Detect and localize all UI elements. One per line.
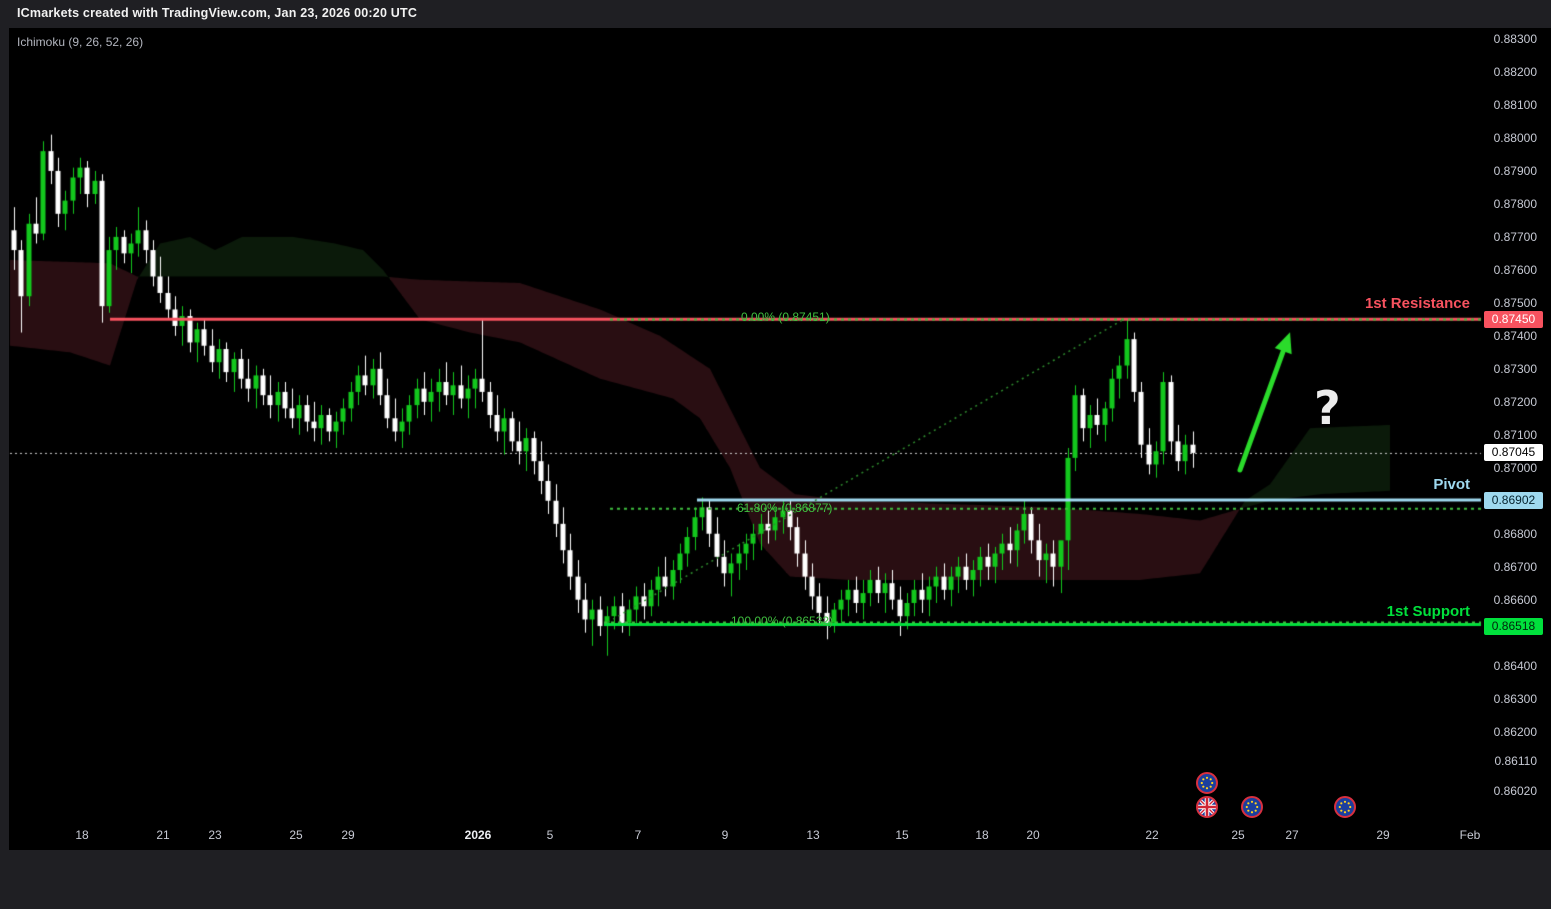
ichimoku-indicator-label: Ichimoku (9, 26, 52, 26): [17, 35, 144, 49]
price-axis-label: 0.87000: [1493, 460, 1537, 475]
fib-100-percent-label: 100.00% (0.86532): [731, 614, 834, 628]
pivot-level-label: Pivot: [1433, 476, 1470, 493]
time-axis-label: 20: [1026, 828, 1040, 842]
fib-61-8-percent-label: 61.80% (0.86877): [737, 501, 833, 515]
price-axis-label: 0.87600: [1493, 262, 1537, 277]
price-axis-label: 0.86020: [1493, 783, 1537, 798]
time-axis-label: 23: [208, 828, 222, 842]
time-axis[interactable]: [9, 822, 1483, 850]
time-axis-label: 21: [156, 828, 170, 842]
time-axis-label: 5: [546, 828, 554, 842]
price-axis-label: 0.87200: [1493, 394, 1537, 409]
price-axis-label: 0.87900: [1493, 163, 1537, 178]
price-axis-label: 0.86700: [1493, 559, 1537, 574]
time-axis-label: 2026: [464, 828, 492, 842]
time-axis-label: 9: [721, 828, 729, 842]
price-axis-label: 0.86110: [1494, 754, 1538, 769]
pivot-price-tag: 0.86902: [1484, 491, 1543, 509]
resistance-level-label: 1st Resistance: [1364, 295, 1470, 312]
price-axis-label: 0.87500: [1493, 295, 1537, 310]
eu-flag-icon[interactable]: [1196, 772, 1218, 794]
price-axis-label: 0.87100: [1493, 427, 1537, 442]
time-axis-label: Feb: [1459, 828, 1481, 842]
price-axis-label: 0.88200: [1493, 64, 1537, 79]
support-price-tag: 0.86518: [1484, 618, 1543, 636]
price-axis-label: 0.87300: [1493, 361, 1537, 376]
price-axis-label: 0.86400: [1493, 658, 1537, 673]
current-price-tag: 0.87045: [1484, 444, 1543, 462]
question-mark-annotation[interactable]: ?: [1314, 381, 1341, 435]
time-axis-label: 13: [806, 828, 820, 842]
time-axis-label: 18: [975, 828, 989, 842]
time-axis-label: 22: [1145, 828, 1159, 842]
time-axis-label: 27: [1285, 828, 1299, 842]
price-axis-label: 0.88100: [1493, 97, 1537, 112]
resistance-price-tag: 0.87450: [1484, 310, 1543, 328]
price-axis-label: 0.87400: [1493, 328, 1537, 343]
price-axis-label: 0.86800: [1493, 526, 1537, 541]
price-axis-label: 0.87800: [1493, 196, 1537, 211]
price-axis-label: 0.86200: [1493, 724, 1537, 739]
price-axis-label: 0.87700: [1493, 229, 1537, 244]
eu-flag-icon[interactable]: [1241, 796, 1263, 818]
time-axis-label: 25: [289, 828, 303, 842]
time-axis-label: 15: [895, 828, 909, 842]
time-axis-label: 29: [341, 828, 355, 842]
time-axis-label: 7: [634, 828, 642, 842]
price-axis-label: 0.86600: [1493, 592, 1537, 607]
price-axis-label: 0.86300: [1493, 691, 1537, 706]
support-level-label: 1st Support: [1386, 603, 1470, 620]
time-axis-label: 29: [1376, 828, 1390, 842]
price-axis-label: 0.88000: [1493, 130, 1537, 145]
fib-0-percent-label: 0.00% (0.87451): [741, 310, 830, 324]
time-axis-label: 18: [75, 828, 89, 842]
time-axis-label: 25: [1231, 828, 1245, 842]
price-axis-label: 0.88300: [1493, 32, 1537, 46]
eu-flag-icon[interactable]: [1334, 796, 1356, 818]
uk-flag-icon[interactable]: [1196, 796, 1218, 818]
